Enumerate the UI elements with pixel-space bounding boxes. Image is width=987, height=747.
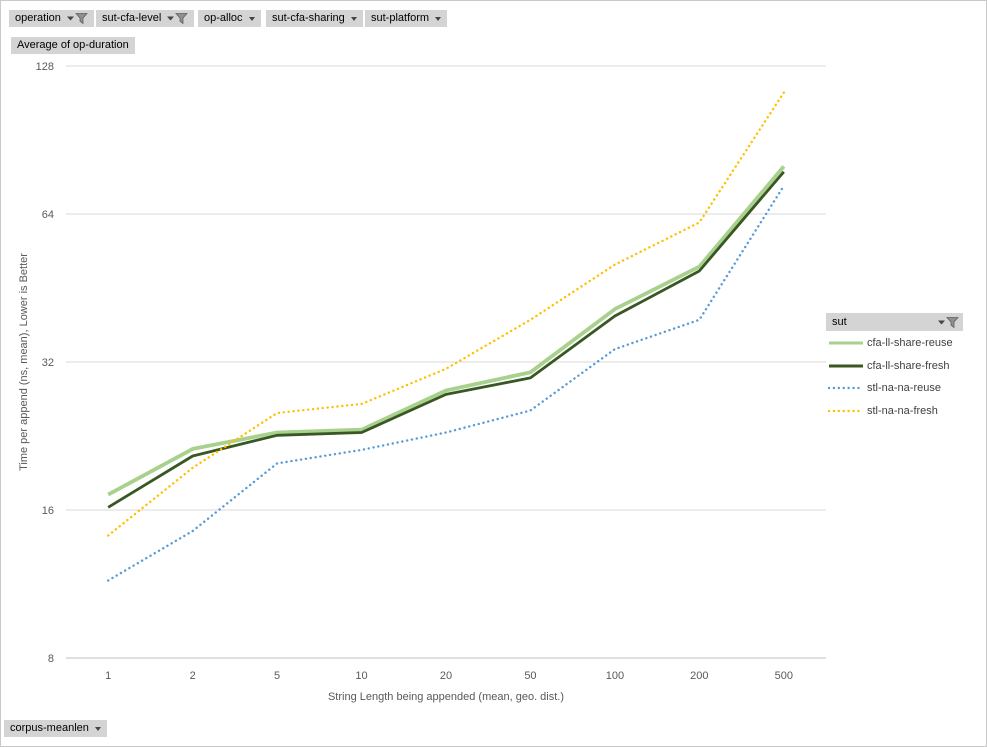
dropdown-funnel-icon [167,13,189,24]
dropdown-funnel-icon [66,13,88,24]
legend-swatch [828,409,864,412]
dropdown-arrow-icon [350,17,357,21]
legend-item-label: stl-na-na-reuse [867,382,941,395]
legend-item-stl-na-na-fresh: stl-na-na-fresh [828,400,984,423]
legend-swatch [829,364,863,368]
value-field-label: Average of op-duration [17,39,129,51]
filter-button-corpus-meanlen[interactable]: corpus-meanlen [4,720,107,737]
filter-button-label: sut-platform [371,12,430,24]
x-axis-tick-label: 500 [775,670,793,682]
y-axis-tick-label: 64 [42,209,54,221]
x-axis-tick-label: 50 [524,670,536,682]
x-axis-tick-label: 200 [690,670,708,682]
legend-item-label: stl-na-na-fresh [867,404,938,417]
x-axis-tick-label: 100 [606,670,624,682]
x-axis-title: String Length being appended (mean, geo.… [328,691,564,703]
x-axis-tick-label: 2 [190,670,196,682]
y-axis-title: Time per append (ns, mean), Lower is Bet… [18,253,30,471]
legend-item-label: cfa-ll-share-fresh [867,359,950,372]
filter-button-op-alloc[interactable]: op-alloc [198,10,261,27]
x-axis-tick-label: 5 [274,670,280,682]
dropdown-arrow-icon [435,17,442,21]
x-axis-tick-label: 1 [105,670,111,682]
legend-item-cfa-ll-share-reuse: cfa-ll-share-reuse [828,332,984,355]
legend-swatch [829,341,863,345]
value-field-button[interactable]: Average of op-duration [11,37,135,54]
filter-button-label: corpus-meanlen [10,722,89,734]
filter-button-operation[interactable]: operation [9,10,94,27]
legend-item-stl-na-na-reuse: stl-na-na-reuse [828,377,984,400]
x-axis-tick-label: 10 [355,670,367,682]
filter-button-label: operation [15,12,61,24]
series-line-stl-na-na-reuse [106,184,785,582]
dropdown-arrow-icon [248,17,255,21]
y-axis-tick-label: 8 [48,653,54,665]
legend-field-label: sut [832,316,847,328]
y-axis-tick-label: 32 [42,357,54,369]
legend-field-button[interactable]: sut [826,313,963,331]
filter-button-label: op-alloc [204,12,243,24]
legend-item-cfa-ll-share-fresh: cfa-ll-share-fresh [828,355,984,378]
dropdown-funnel-icon [938,316,959,328]
legend-swatch [828,387,864,390]
filter-button-label: sut-cfa-sharing [272,12,345,24]
filter-button-sut-cfa-level[interactable]: sut-cfa-level [96,10,195,27]
series-line-cfa-ll-share-reuse [107,165,786,497]
filter-button-sut-platform[interactable]: sut-platform [365,10,448,27]
filter-button-label: sut-cfa-level [102,12,162,24]
y-axis-tick-label: 128 [36,61,54,73]
dropdown-arrow-icon [94,727,101,731]
x-axis-tick-label: 20 [440,670,452,682]
series-line-stl-na-na-fresh [106,91,785,537]
legend-item-label: cfa-ll-share-reuse [867,337,953,350]
y-axis-tick-label: 16 [42,505,54,517]
legend-items: cfa-ll-share-reuse cfa-ll-share-fresh stl-… [828,332,984,422]
filter-button-sut-cfa-sharing[interactable]: sut-cfa-sharing [266,10,363,27]
